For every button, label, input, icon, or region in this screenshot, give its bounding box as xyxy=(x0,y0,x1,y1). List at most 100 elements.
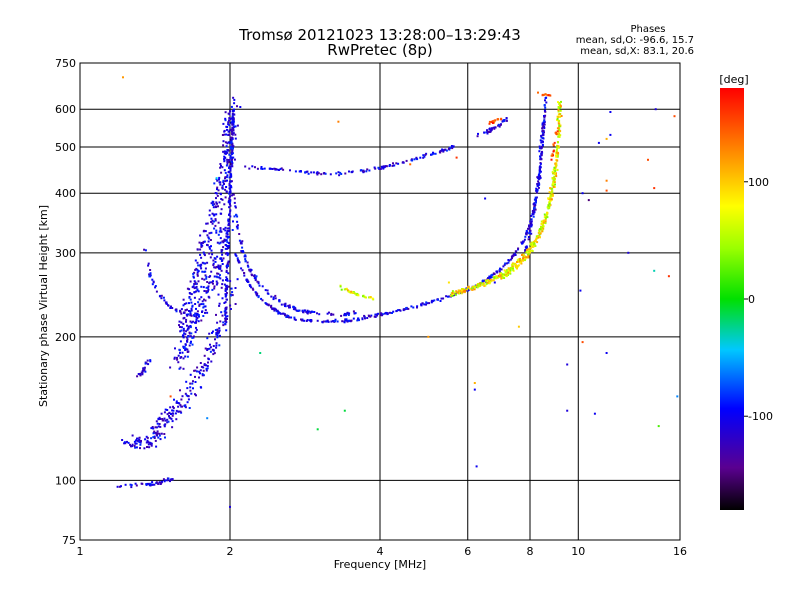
echo-point xyxy=(175,401,178,404)
echo-point xyxy=(193,287,196,290)
echo-point xyxy=(556,151,558,154)
echo-point xyxy=(222,240,225,243)
echo-point xyxy=(196,261,199,264)
echo-point xyxy=(148,441,151,444)
echo-point xyxy=(228,202,231,205)
echo-point xyxy=(554,183,556,186)
echo-point xyxy=(552,182,555,185)
echo-point xyxy=(507,259,510,261)
echo-point xyxy=(212,282,214,285)
echo-point xyxy=(224,196,227,199)
echo-point xyxy=(205,291,208,294)
echo-point xyxy=(557,145,560,148)
echo-point xyxy=(149,482,152,485)
echo-point xyxy=(189,298,192,301)
echo-point xyxy=(427,335,430,338)
echo-point xyxy=(177,361,180,364)
echo-point xyxy=(423,303,426,306)
echo-point xyxy=(224,226,227,229)
echo-point xyxy=(520,241,523,244)
echo-point xyxy=(236,105,238,108)
echo-point xyxy=(402,161,405,164)
echo-point xyxy=(221,186,224,189)
echo-point xyxy=(230,194,233,197)
echo-point xyxy=(290,316,293,319)
echo-point xyxy=(123,442,126,445)
echo-point xyxy=(229,189,232,192)
echo-point xyxy=(182,317,185,320)
echo-point xyxy=(201,244,204,247)
echo-point xyxy=(121,439,124,441)
echo-point xyxy=(205,369,208,372)
echo-point xyxy=(156,430,159,433)
echo-point xyxy=(199,362,202,364)
echo-point xyxy=(178,320,181,323)
echo-point xyxy=(455,290,458,293)
echo-point xyxy=(356,319,359,322)
echo-point xyxy=(345,318,348,321)
echo-point xyxy=(516,261,518,263)
echo-point xyxy=(217,221,220,224)
echo-point xyxy=(306,309,309,312)
echo-point xyxy=(288,304,291,307)
echo-point xyxy=(186,401,189,404)
echo-point xyxy=(188,407,191,409)
echo-point xyxy=(217,272,220,275)
echo-point xyxy=(533,202,536,205)
echo-point xyxy=(148,446,151,449)
echo-point xyxy=(210,249,213,252)
echo-point xyxy=(229,185,232,187)
echo-point xyxy=(552,168,555,171)
echo-point xyxy=(232,193,235,196)
echo-point xyxy=(657,425,660,428)
echo-point xyxy=(175,308,178,311)
echo-point xyxy=(207,236,210,239)
echo-point xyxy=(301,309,304,312)
echo-point xyxy=(185,330,188,333)
echo-point xyxy=(224,247,227,250)
echo-point xyxy=(486,129,488,132)
echo-point xyxy=(221,240,224,243)
echo-point xyxy=(232,147,234,150)
echo-point xyxy=(346,311,349,314)
echo-point xyxy=(294,170,297,173)
echo-point xyxy=(539,166,542,169)
echo-point xyxy=(224,295,227,298)
echo-point xyxy=(525,251,528,254)
echo-point xyxy=(538,236,541,239)
x-tick-label: 16 xyxy=(673,545,687,558)
echo-point xyxy=(490,121,493,123)
echo-point xyxy=(377,312,380,315)
echo-point xyxy=(421,302,424,305)
echo-point xyxy=(330,313,333,316)
echo-point xyxy=(218,276,221,279)
echo-point xyxy=(198,315,200,318)
echo-point xyxy=(206,234,209,237)
echo-point xyxy=(193,271,196,274)
echo-point xyxy=(382,167,385,170)
echo-point xyxy=(529,243,532,246)
echo-point xyxy=(199,369,202,372)
echo-point xyxy=(556,159,559,162)
echo-point xyxy=(605,179,608,182)
echo-point xyxy=(416,305,419,308)
echo-point xyxy=(533,211,536,214)
echo-point xyxy=(172,409,175,412)
echo-point xyxy=(558,113,561,116)
echo-point xyxy=(144,249,147,252)
echo-point xyxy=(264,289,267,292)
echo-point xyxy=(502,274,505,277)
echo-point xyxy=(527,236,530,238)
echo-point xyxy=(224,119,227,122)
echo-point xyxy=(234,137,237,140)
echo-point xyxy=(151,483,154,486)
echo-point xyxy=(200,365,203,368)
echo-point xyxy=(534,196,537,199)
echo-point xyxy=(215,342,218,345)
echo-point xyxy=(192,336,195,339)
echo-point xyxy=(221,166,224,169)
echo-point xyxy=(143,447,146,450)
echo-point xyxy=(541,143,544,146)
echo-point xyxy=(215,192,218,195)
